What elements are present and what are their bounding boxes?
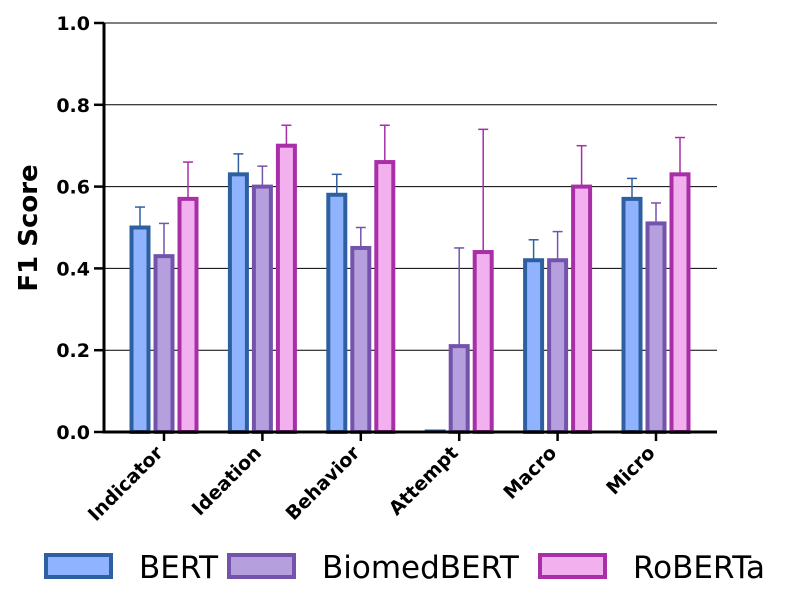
bar-biomedbert bbox=[448, 344, 470, 434]
bar-roberta bbox=[472, 250, 494, 434]
legend-swatch bbox=[227, 553, 296, 579]
bar-bert bbox=[129, 225, 151, 434]
bar-bert bbox=[227, 172, 249, 435]
x-tick-label: Micro bbox=[602, 442, 659, 499]
bar-bert bbox=[326, 192, 348, 434]
bar-biomedbert bbox=[251, 184, 273, 434]
bar-roberta bbox=[374, 160, 396, 434]
bar-roberta bbox=[275, 143, 297, 434]
y-tick-labels: 0.0 0.2 0.4 0.6 0.8 1.0 bbox=[56, 13, 90, 444]
bar-biomedbert bbox=[350, 245, 372, 434]
x-tick-label: Behavior bbox=[282, 442, 365, 525]
legend-item-bert: BERT bbox=[44, 550, 219, 586]
y-tick-label: 0.0 bbox=[56, 422, 90, 444]
y-tick-label: 0.8 bbox=[56, 95, 90, 117]
x-tick-label: Macro bbox=[499, 442, 561, 504]
legend-label: BERT bbox=[139, 550, 219, 586]
bar-biomedbert bbox=[547, 258, 569, 434]
legend-item-biomedbert: BiomedBERT bbox=[227, 550, 520, 586]
legend-item-roberta: RoBERTa bbox=[538, 550, 765, 586]
legend-swatch bbox=[44, 553, 113, 579]
legend-label: RoBERTa bbox=[633, 550, 765, 586]
legend-label: BiomedBERT bbox=[322, 550, 520, 586]
axes bbox=[94, 21, 717, 441]
x-tick-label: Ideation bbox=[188, 442, 266, 520]
bar-roberta bbox=[571, 184, 593, 434]
bars bbox=[129, 124, 691, 435]
y-tick-label: 0.2 bbox=[56, 340, 90, 362]
x-tick-label: Attempt bbox=[385, 442, 463, 520]
y-tick-label: 0.4 bbox=[56, 258, 90, 280]
y-axis-label: F1 Score bbox=[14, 164, 44, 291]
bar-biomedbert bbox=[645, 221, 667, 434]
bar-bert bbox=[621, 196, 643, 434]
bar-bert bbox=[523, 258, 545, 434]
bar-roberta bbox=[669, 172, 691, 435]
x-tick-label: Indicator bbox=[84, 442, 168, 526]
gridlines bbox=[104, 22, 717, 351]
legend-swatch bbox=[538, 553, 607, 579]
y-tick-label: 0.6 bbox=[56, 177, 90, 199]
x-tick-labels: Indicator Ideation Behavior Attempt Macro Mic… bbox=[84, 442, 660, 526]
y-tick-label: 1.0 bbox=[56, 13, 90, 35]
legend: BERT BiomedBERT RoBERTa bbox=[44, 550, 765, 586]
bar-biomedbert bbox=[153, 254, 175, 434]
bar-roberta bbox=[177, 196, 199, 434]
